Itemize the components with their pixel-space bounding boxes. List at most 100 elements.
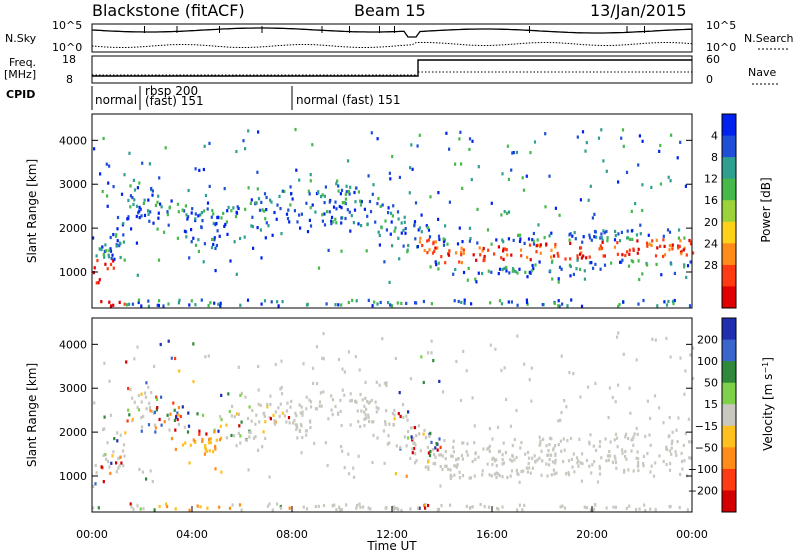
heatmap-cell xyxy=(692,251,695,255)
heatmap-cell xyxy=(544,205,547,209)
heatmap-cell xyxy=(136,504,139,508)
heatmap-cell xyxy=(320,404,323,408)
heatmap-cell xyxy=(301,413,304,417)
heatmap-cell xyxy=(667,175,670,179)
heatmap-cell xyxy=(617,304,620,308)
heatmap-cell xyxy=(339,409,342,413)
heatmap-cell xyxy=(433,249,436,253)
heatmap-cell xyxy=(109,413,113,417)
heatmap-cell xyxy=(147,212,150,216)
heatmap-cell xyxy=(109,235,112,240)
heatmap-cell xyxy=(458,470,461,474)
heatmap-cell xyxy=(426,445,429,449)
heatmap-cell xyxy=(490,242,493,246)
heatmap-cell xyxy=(510,469,514,473)
heatmap-cell xyxy=(512,268,515,272)
heatmap-cell xyxy=(349,399,352,403)
heatmap-cell xyxy=(237,412,240,416)
heatmap-cell xyxy=(108,379,111,383)
heatmap-cell xyxy=(581,130,585,134)
nsky-tick-top: 10^5 xyxy=(52,19,82,32)
heatmap-cell xyxy=(130,227,133,231)
heatmap-cell xyxy=(239,236,242,241)
heatmap-cell xyxy=(330,215,334,219)
heatmap-cell xyxy=(409,166,412,170)
heatmap-cell xyxy=(525,466,528,470)
x-tick-label: 20:00 xyxy=(576,528,608,541)
heatmap-cell xyxy=(615,466,618,470)
heatmap-cell xyxy=(309,425,312,430)
heatmap-cell xyxy=(606,239,609,243)
heatmap-cell xyxy=(263,299,267,303)
heatmap-cell xyxy=(594,262,597,266)
heatmap-cell xyxy=(489,301,492,305)
heatmap-cell xyxy=(160,423,163,427)
heatmap-cell xyxy=(188,256,191,260)
heatmap-cell xyxy=(630,229,633,233)
heatmap-cell xyxy=(177,301,180,305)
heatmap-cell xyxy=(97,506,100,510)
heatmap-cell xyxy=(536,458,539,462)
heatmap-cell xyxy=(122,221,125,226)
heatmap-cell xyxy=(414,461,417,465)
heatmap-cell xyxy=(366,214,369,218)
heatmap-cell xyxy=(488,427,491,431)
heatmap-cell xyxy=(461,457,464,461)
heatmap-cell xyxy=(665,463,668,467)
colorbar-segment xyxy=(722,264,736,287)
heatmap-cell xyxy=(151,193,154,197)
heatmap-cell xyxy=(214,269,217,273)
heatmap-cell xyxy=(628,386,631,390)
heatmap-cell xyxy=(420,230,423,234)
heatmap-cell xyxy=(536,238,539,242)
heatmap-cell xyxy=(432,359,435,363)
heatmap-cell xyxy=(95,281,98,285)
heatmap-cell xyxy=(653,394,657,398)
heatmap-cell xyxy=(413,224,416,228)
heatmap-cell xyxy=(102,480,105,484)
heatmap-cell xyxy=(154,203,157,207)
heatmap-cell xyxy=(676,440,679,444)
heatmap-cell xyxy=(643,503,646,507)
heatmap-cell xyxy=(669,179,672,183)
heatmap-cell xyxy=(337,303,340,307)
heatmap-cell xyxy=(105,457,108,461)
heatmap-cell xyxy=(162,304,165,308)
heatmap-cell xyxy=(594,381,597,385)
heatmap-cell xyxy=(394,356,397,361)
heatmap-cell xyxy=(560,354,563,358)
heatmap-cell xyxy=(635,426,638,430)
heatmap-cell xyxy=(115,470,118,474)
heatmap-cell xyxy=(173,408,176,412)
heatmap-cell xyxy=(688,304,692,308)
heatmap-cell xyxy=(265,195,268,200)
heatmap-cell xyxy=(649,443,652,447)
heatmap-cell xyxy=(376,202,379,206)
freq-panel-frame xyxy=(91,55,693,84)
heatmap-cell xyxy=(392,423,395,427)
heatmap-cell xyxy=(305,201,308,205)
heatmap-cell xyxy=(250,419,253,423)
heatmap-cell xyxy=(526,255,529,259)
heatmap-cell xyxy=(424,502,427,507)
heatmap-cell xyxy=(624,435,627,439)
heatmap-cell xyxy=(550,255,553,259)
heatmap-cell xyxy=(251,408,254,413)
nsky-trace xyxy=(91,27,693,38)
date-title: 13/Jan/2015 xyxy=(590,1,687,20)
heatmap-cell xyxy=(665,445,668,449)
heatmap-cell xyxy=(595,448,598,452)
heatmap-cell xyxy=(309,224,313,228)
heatmap-cell xyxy=(529,471,532,475)
heatmap-cell xyxy=(214,444,217,448)
heatmap-cell xyxy=(363,417,366,421)
heatmap-cell xyxy=(147,304,150,308)
heatmap-cell xyxy=(148,162,151,166)
heatmap-cell xyxy=(370,398,373,403)
heatmap-cell xyxy=(390,304,394,308)
heatmap-cell xyxy=(289,185,292,189)
heatmap-cell xyxy=(424,465,427,469)
heatmap-cell xyxy=(377,230,380,234)
heatmap-cell xyxy=(538,456,541,460)
heatmap-cell xyxy=(273,422,277,426)
